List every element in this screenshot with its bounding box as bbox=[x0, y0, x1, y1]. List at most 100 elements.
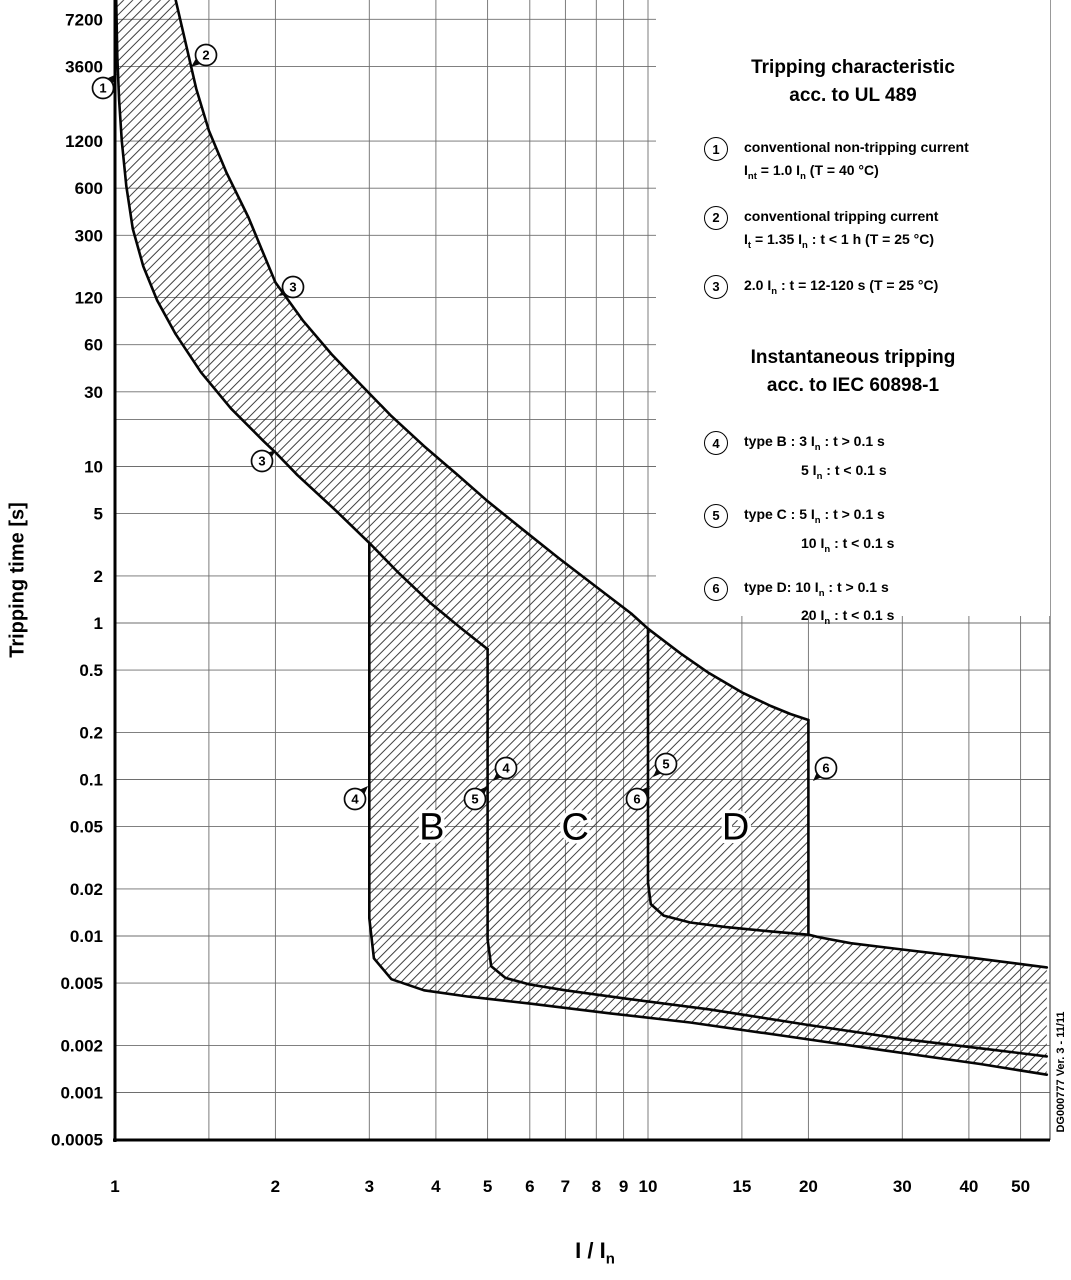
marker-circle bbox=[463, 787, 487, 811]
marker-number: 4 bbox=[351, 792, 359, 807]
subscript: n bbox=[818, 587, 825, 599]
marker-6: 6 bbox=[625, 786, 650, 811]
legend-item-text: conventional non-tripping current Int = 1… bbox=[744, 136, 969, 188]
legend-title-line: Instantaneous tripping bbox=[750, 347, 956, 369]
subscript: n bbox=[800, 170, 806, 182]
curve-markers: 1 2 3 3 4 5 4 6 5 6 bbox=[91, 43, 838, 811]
x-tick-label: 15 bbox=[732, 1177, 751, 1196]
y-tick-label: 300 bbox=[75, 226, 103, 245]
legend-item-number-badge: 1 bbox=[704, 137, 728, 161]
legend-item-line: 10 In : t < 0.1 s bbox=[801, 534, 895, 555]
marker-3: 3 bbox=[250, 449, 276, 473]
marker-1: 1 bbox=[91, 74, 117, 100]
subscript: n bbox=[824, 543, 831, 555]
legend-title-ul489: Tripping characteristic acc. to UL 489 bbox=[656, 54, 1050, 110]
x-tick-label: 7 bbox=[561, 1177, 570, 1196]
marker-number: 6 bbox=[822, 761, 829, 776]
legend-item-line: Int = 1.0 In (T = 40 °C) bbox=[744, 162, 879, 182]
legend-title-line: acc. to IEC 60898-1 bbox=[766, 375, 940, 397]
marker-circle bbox=[814, 756, 838, 780]
y-tick-label: 0.05 bbox=[70, 818, 103, 837]
legend-item: 1 conventional non-tripping current Int = … bbox=[704, 136, 1050, 188]
y-tick-label: 0.0005 bbox=[51, 1131, 103, 1150]
y-tick-label: 10 bbox=[84, 458, 103, 477]
legend-item-line: conventional non-tripping current bbox=[744, 139, 969, 155]
x-axis-title: I / In bbox=[575, 1238, 615, 1268]
region-label-B: B bbox=[419, 807, 444, 849]
legend-item-number-badge: 2 bbox=[704, 205, 728, 230]
legend-item: 6 type D: 10 In : t > 0.1 s 20 In : t < 0.… bbox=[704, 576, 1050, 634]
marker-number: 4 bbox=[502, 761, 510, 776]
x-tick-label: 9 bbox=[619, 1177, 628, 1196]
x-tick-label: 20 bbox=[799, 1177, 818, 1196]
legend-item-line: It = 1.35 In : t < 1 h (T = 25 °C) bbox=[744, 230, 935, 251]
curve-d-instantaneous-boundary bbox=[646, 627, 810, 936]
x-tick-label: 3 bbox=[365, 1177, 374, 1196]
legend-item-number-badge: 4 bbox=[704, 431, 728, 456]
legend-title-line: acc. to UL 489 bbox=[789, 85, 917, 106]
y-tick-label: 600 bbox=[75, 179, 103, 198]
marker-number: 2 bbox=[202, 48, 209, 63]
marker-circle bbox=[250, 449, 274, 473]
legend-item-number-badge: 5 bbox=[704, 503, 728, 528]
curve-upper-thermal-limit bbox=[174, 0, 810, 722]
y-tick-label: 5 bbox=[94, 505, 103, 524]
curve-b-instantaneous-boundary bbox=[368, 541, 1049, 1076]
marker-circle bbox=[625, 787, 649, 811]
axes bbox=[113, 0, 1050, 1142]
x-axis-tick-labels: 1 2 3 4 5 6 7 8 9 10 15 20 30 40 50 bbox=[110, 1177, 1030, 1196]
legend-item-number-badge: 6 bbox=[704, 576, 728, 601]
subscript: nt bbox=[747, 170, 757, 182]
y-tick-label: 1 bbox=[94, 614, 103, 633]
region-label-D: D bbox=[722, 807, 749, 849]
document-number-note: DG000777 Ver. 3 - 11/11 bbox=[1055, 1011, 1067, 1133]
marker-number: 5 bbox=[471, 792, 478, 807]
marker-circle bbox=[343, 787, 367, 811]
legend-item-line: 5 In : t < 0.1 s bbox=[801, 462, 887, 482]
marker-5: 5 bbox=[653, 752, 678, 777]
x-tick-label: 10 bbox=[639, 1177, 658, 1196]
curve-d-20in-boundary bbox=[807, 718, 1049, 969]
y-tick-label: 2 bbox=[94, 567, 103, 586]
marker-circle bbox=[654, 752, 678, 776]
y-tick-label: 1200 bbox=[65, 132, 103, 151]
marker-3: 3 bbox=[279, 275, 305, 299]
y-tick-label: 0.002 bbox=[60, 1036, 103, 1055]
marker-number: 1 bbox=[99, 81, 106, 96]
y-tick-label: 0.02 bbox=[70, 880, 103, 899]
x-tick-label: 8 bbox=[592, 1177, 601, 1196]
y-tick-label: 60 bbox=[84, 336, 103, 355]
subscript: n bbox=[824, 616, 831, 628]
tripping-band-hatched-region bbox=[116, 0, 1047, 1075]
region-label-C: C bbox=[561, 807, 588, 849]
x-tick-label: 50 bbox=[1011, 1177, 1030, 1196]
curve-c-instantaneous-boundary bbox=[486, 647, 1049, 1058]
marker-number: 5 bbox=[662, 757, 669, 772]
marker-number: 6 bbox=[633, 792, 640, 807]
marker-6: 6 bbox=[813, 756, 838, 781]
marker-arrow bbox=[191, 56, 203, 67]
subscript: n bbox=[605, 1250, 615, 1268]
subscript: n bbox=[814, 514, 821, 526]
y-tick-label: 7200 bbox=[65, 10, 103, 29]
x-tick-label: 1 bbox=[110, 1177, 119, 1196]
subscript: n bbox=[802, 239, 808, 251]
x-tick-label: 40 bbox=[959, 1177, 978, 1196]
y-tick-label: 0.001 bbox=[60, 1084, 103, 1103]
y-tick-label: 0.1 bbox=[79, 771, 103, 790]
legend-panel: Tripping characteristic acc. to UL 489 1… bbox=[656, 0, 1050, 627]
x-tick-label: 30 bbox=[893, 1177, 912, 1196]
legend-item-text: 2.0 In : t = 12-120 s (T = 25 °C) bbox=[744, 274, 938, 303]
region-labels: B C D bbox=[416, 803, 753, 852]
subscript: n bbox=[814, 442, 821, 454]
legend-item-number-badge: 3 bbox=[704, 274, 728, 299]
x-tick-label: 4 bbox=[431, 1177, 441, 1196]
legend-items-iec: 4 type B : 3 In : t > 0.1 s 5 In : t < 0.1… bbox=[656, 430, 1050, 633]
y-tick-label: 0.01 bbox=[70, 927, 103, 946]
y-tick-label: 0.2 bbox=[79, 723, 103, 742]
marker-circle bbox=[494, 756, 518, 780]
subscript: t bbox=[747, 239, 752, 251]
legend-item: 2 conventional tripping current It = 1.35 … bbox=[704, 205, 1050, 257]
